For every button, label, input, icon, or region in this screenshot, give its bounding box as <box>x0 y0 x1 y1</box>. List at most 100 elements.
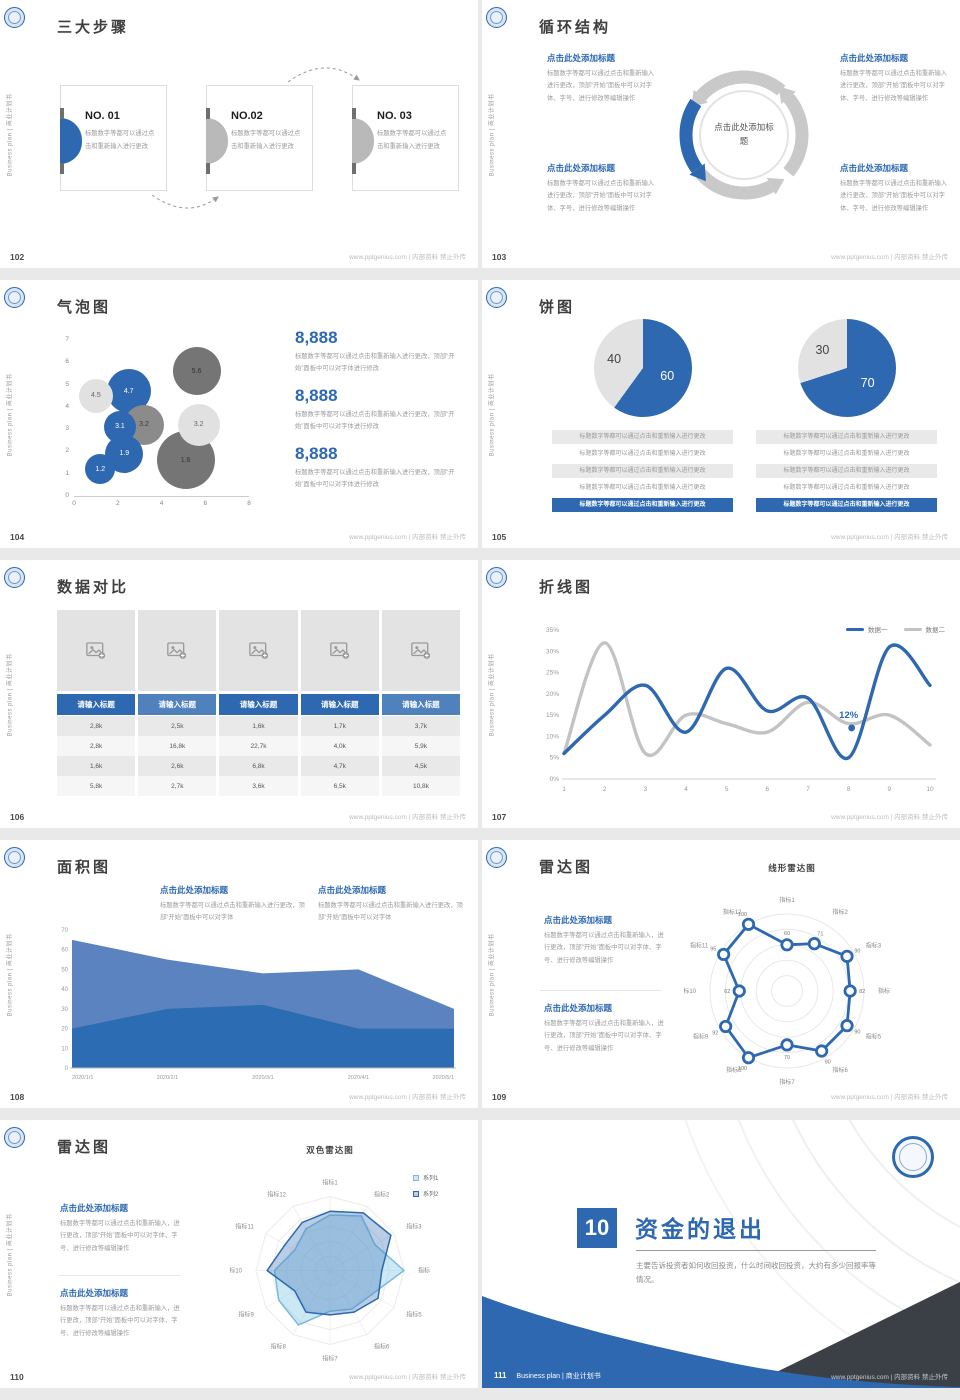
step-card-3: NO. 03 标题数字等都可以通过点击和重新输入进行更改 <box>352 85 459 191</box>
pie-slice-label: 30 <box>815 343 830 358</box>
sidebar-vertical-text: Business plan | 商业计划书 <box>489 933 496 1017</box>
text-block-right: 点击此处添加标题 标题数字等都可以通过点击和重新输入进行更改，顶部“开始”面板中… <box>318 884 470 925</box>
y-tick-label: 50 <box>61 967 68 973</box>
data-point-marker <box>780 938 794 952</box>
grid-spoke <box>329 1206 368 1271</box>
text-block-bottom-right: 点击此处添加标题 标题数字等都可以通过点击和重新输入进行更改，顶部“开始”面板中… <box>840 162 952 215</box>
slide-number: 103 <box>492 252 507 262</box>
step-number: NO.02 <box>231 110 263 122</box>
cycle-arc <box>696 70 786 101</box>
block-body: 标题数字等都可以通过点击和重新输入进行更改，顶部“开始”面板中可以对字体 <box>318 902 463 922</box>
slide-108-area-chart[interactable]: Business plan | 商业计划书 面积图 点击此处添加标题 标题数字等… <box>0 840 478 1108</box>
block-title: 点击此处添加标题 <box>840 163 909 173</box>
page-title: 三大步骤 <box>57 19 130 36</box>
grid-ring <box>755 959 819 1023</box>
axis-label: 指标8 <box>271 1343 287 1351</box>
slide-103-cycle-structure[interactable]: Business plan | 商业计划书 循环结构 点击此处添加标题 点击此处… <box>482 0 960 268</box>
stat-value: 8,888 <box>295 385 338 405</box>
table-header-cell: 请输入标题 <box>219 694 298 715</box>
slide-102-three-steps[interactable]: Business plan | 商业计划书 三大步骤 NO. 01 标题数字等都… <box>0 0 478 268</box>
table-cell: 6,5k <box>300 776 379 796</box>
section-body: 主要告诉投资者如何收回投资，什么时间收回投资，大约有多少回报率等情况。 <box>636 1261 876 1285</box>
y-tick-label: 30% <box>546 648 559 655</box>
pie-caption-list-left: 标题数字等都可以通过点击和重新输入进行更改 标题数字等都可以通过点击和重新输入进… <box>552 430 733 515</box>
slide-109-radar-chart[interactable]: Business plan | 商业计划书 雷达图 线形雷达图 点击此处添加标题… <box>482 840 960 1108</box>
slide-111-section-cover[interactable]: 10 资金的退出 主要告诉投资者如何收回投资，什么时间收回投资，大约有多少回报率… <box>482 1120 960 1388</box>
grid-ring <box>740 944 834 1038</box>
chart-legend: 系列1 系列2 <box>413 1173 438 1205</box>
axis-label: 指标9 <box>693 1033 709 1041</box>
dark-wedge <box>744 1282 960 1388</box>
axis-label: 指标7 <box>779 1078 795 1086</box>
line-chart: 0% 5% 10% 15% 20% 25% 30% 35% 1 2 3 4 5 6 7 8 9 10 12% <box>538 622 942 795</box>
chart-title: 双色雷达图 <box>306 1145 354 1155</box>
x-tick-label: 6 <box>203 500 208 507</box>
slide-number: 105 <box>492 532 507 542</box>
table-cell: 2,5k <box>138 716 217 736</box>
slide-107-line-chart[interactable]: Business plan | 商业计划书 折线图 数据一 数据二 0% 5% 10… <box>482 560 960 828</box>
slide-104-bubble-chart[interactable]: Business plan | 商业计划书 气泡图 0 1 2 3 4 5 6 7 0 2 4 6 8 1… <box>0 280 478 548</box>
legend-label: 系列1 <box>423 1176 439 1182</box>
value-label: 90 <box>854 948 860 954</box>
x-tick-label: 2020/4/1 <box>348 1075 369 1081</box>
chart-title: 线形雷达图 <box>768 863 816 873</box>
table-header-cell: 请输入标题 <box>57 694 136 715</box>
x-tick-label: 8 <box>247 500 251 507</box>
cycle-arc <box>696 169 775 200</box>
cycle-arc <box>783 93 809 177</box>
slide-106-data-table[interactable]: Business plan | 商业计划书 数据对比 请输入标题 2,8k 2,8k… <box>0 560 478 828</box>
y-tick-label: 6 <box>65 358 69 366</box>
grid-spoke <box>292 1206 331 1271</box>
school-emblem-icon <box>486 847 507 868</box>
block-title: 点击此处添加标题 <box>60 1203 129 1213</box>
section-number-badge: 10 <box>577 1208 617 1248</box>
image-placeholder-cell <box>219 610 298 691</box>
series-polygon <box>273 1214 405 1326</box>
axis-label: 指标4 <box>878 987 890 995</box>
data-point-marker <box>741 1051 756 1065</box>
page-title: 气泡图 <box>57 299 112 316</box>
text-block-top-right: 点击此处添加标题 标题数字等都可以通过点击和重新输入进行更改，顶部“开始”面板中… <box>840 52 952 105</box>
step-body: 标题数字等都可以通过点击和重新输入进行更改 <box>85 130 155 150</box>
data-point-marker <box>732 984 746 998</box>
table-cell: 1,7k <box>300 716 379 736</box>
y-tick-label: 10 <box>61 1046 68 1052</box>
radar-chart: 指标1 指标2 指标3 指标4 指标5 指标6 指标7 指标8 指标9 指标10 指标11 指标12 <box>223 1164 434 1369</box>
annotation-dot <box>848 724 856 732</box>
x-tick-label: 2 <box>115 500 120 507</box>
data-point-marker <box>719 1019 733 1034</box>
data-point-marker <box>815 1044 829 1058</box>
school-emblem-icon <box>892 1136 934 1178</box>
pie-slice-label: 60 <box>660 368 675 383</box>
arrowhead-icon <box>766 177 785 195</box>
watermark-text: www.pptgenius.com | 内部资料 禁止外传 <box>349 814 466 821</box>
sidebar-vertical-text: Business plan | 商业计划书 <box>489 93 496 177</box>
axis-label: 指标12 <box>723 908 742 916</box>
x-tick-label: 10 <box>926 786 934 793</box>
y-tick-label: 1 <box>65 469 69 477</box>
slide-number: 102 <box>10 252 25 262</box>
data-point-marker <box>717 947 731 962</box>
table-cell: 4,5k <box>381 756 461 776</box>
axis-label: 指标2 <box>833 908 849 916</box>
table-header-cell: 请输入标题 <box>138 694 217 715</box>
slide-110-dual-radar-chart[interactable]: Business plan | 商业计划书 雷达图 双色雷达图 系列1 系列2 … <box>0 1120 478 1388</box>
sidebar-vertical-text: Business plan | 商业计划书 <box>7 373 14 457</box>
list-item: 标题数字等都可以通过点击和重新输入进行更改 <box>579 451 706 457</box>
step-body: 标题数字等都可以通过点击和重新输入进行更改 <box>231 130 301 150</box>
pie-slice-label: 70 <box>860 375 875 390</box>
value-label: 71 <box>817 931 823 937</box>
block-title: 点击此处添加标题 <box>840 53 909 63</box>
y-tick-label: 15% <box>546 712 559 719</box>
slide-105-pie-charts[interactable]: Business plan | 商业计划书 饼图 60 40 70 30 标题数字等… <box>482 280 960 548</box>
table-cell: 3,6k <box>219 776 298 796</box>
text-block-top-left: 点击此处添加标题 标题数字等都可以通过点击和重新输入进行更改，顶部“开始”面板中… <box>547 52 659 105</box>
image-placeholder-icon <box>248 642 268 659</box>
image-placeholder-cell <box>57 610 136 691</box>
axis-label: 指标3 <box>406 1223 422 1231</box>
table-column: 请输入标题 1,6k 22,7k 6,8k 3,6k <box>219 610 298 798</box>
legend-item: 数据一 <box>846 624 888 634</box>
axis-label: 指标11 <box>236 1223 255 1231</box>
page-title: 饼图 <box>539 299 576 316</box>
footer-left-text: Business plan | 商业计划书 <box>516 1373 601 1380</box>
